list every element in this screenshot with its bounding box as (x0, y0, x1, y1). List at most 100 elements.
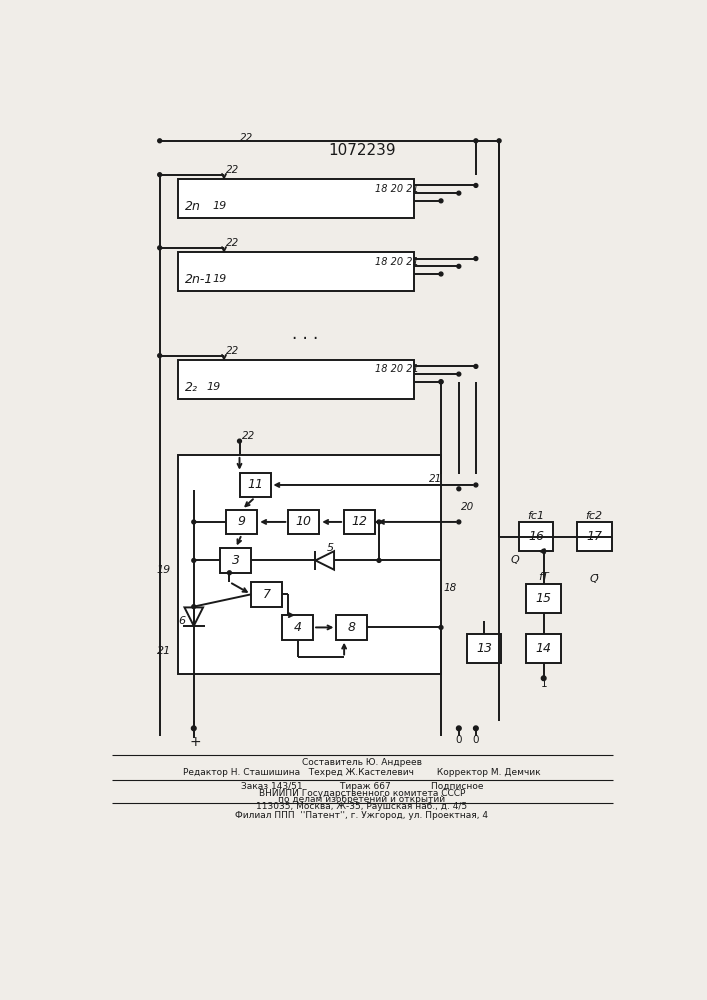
Bar (467, 634, 501, 663)
Circle shape (439, 199, 443, 203)
Bar (518, 522, 554, 551)
Text: 15: 15 (536, 592, 551, 605)
Circle shape (542, 549, 546, 553)
Text: Редактор Н. Сташишина   Техред Ж.Кастелевич        Корректор М. Демчик: Редактор Н. Сташишина Техред Ж.Кастелеви… (183, 768, 541, 777)
Text: 11: 11 (247, 478, 263, 491)
Text: Q: Q (510, 555, 519, 565)
Bar (577, 522, 612, 551)
Bar (220, 548, 251, 573)
Circle shape (457, 726, 461, 731)
Circle shape (158, 173, 162, 177)
Text: 0: 0 (472, 735, 479, 745)
Bar (226, 510, 257, 534)
Bar (344, 510, 375, 534)
Text: 16: 16 (528, 530, 544, 543)
Circle shape (439, 272, 443, 276)
Circle shape (158, 246, 162, 250)
Circle shape (439, 380, 443, 384)
Text: 0: 0 (455, 735, 462, 745)
Bar (251, 582, 282, 607)
Text: 4: 4 (293, 621, 302, 634)
Text: 13: 13 (476, 642, 492, 655)
Bar (288, 510, 320, 534)
Circle shape (192, 726, 196, 731)
Circle shape (474, 257, 478, 261)
Circle shape (377, 559, 381, 562)
Text: fT: fT (538, 572, 549, 582)
Circle shape (497, 139, 501, 143)
Text: 1072239: 1072239 (328, 143, 396, 158)
Text: 22: 22 (226, 346, 239, 356)
Text: 19: 19 (156, 565, 171, 575)
Bar (177, 179, 414, 218)
Bar (177, 455, 441, 674)
Circle shape (439, 380, 443, 384)
Text: 17: 17 (586, 530, 602, 543)
Circle shape (192, 520, 196, 524)
Bar (240, 473, 271, 497)
Bar (526, 634, 561, 663)
Circle shape (474, 726, 478, 731)
Text: Заказ 143/51             Тираж 667              Подписное: Заказ 143/51 Тираж 667 Подписное (240, 782, 483, 791)
Text: 22: 22 (226, 165, 239, 175)
Circle shape (474, 139, 478, 143)
Text: Составитель Ю. Андреев: Составитель Ю. Андреев (302, 758, 422, 767)
Text: fc2: fc2 (585, 511, 602, 521)
Circle shape (238, 439, 241, 443)
Text: по делам изобретений и открытий: по делам изобретений и открытий (279, 795, 445, 804)
Text: Q̄: Q̄ (590, 574, 598, 584)
Text: Филиал ППП  ''Патент'', г. Ужгород, ул. Проектная, 4: Филиал ППП ''Патент'', г. Ужгород, ул. П… (235, 811, 489, 820)
Text: 21: 21 (156, 646, 171, 656)
Text: 18 20 21: 18 20 21 (375, 364, 419, 374)
Circle shape (457, 487, 461, 491)
Circle shape (158, 139, 162, 143)
Circle shape (474, 184, 478, 187)
Text: 1: 1 (540, 679, 547, 689)
Bar (177, 360, 414, 399)
Bar (337, 615, 368, 640)
Text: 12: 12 (351, 515, 368, 528)
Text: 113035, Москва, Ж-35, Раушская наб., д. 4/5: 113035, Москва, Ж-35, Раушская наб., д. … (257, 802, 467, 811)
Text: 22: 22 (242, 431, 255, 441)
Circle shape (474, 483, 478, 487)
Polygon shape (185, 607, 203, 626)
Bar (282, 615, 313, 640)
Polygon shape (315, 551, 334, 570)
Text: ВНИИПИ Государственного комитета СССР: ВНИИПИ Государственного комитета СССР (259, 789, 465, 798)
Text: 2n: 2n (185, 200, 201, 213)
Text: 22: 22 (240, 133, 252, 143)
Circle shape (457, 191, 461, 195)
Text: 18 20 21: 18 20 21 (375, 257, 419, 267)
Text: 3: 3 (232, 554, 240, 567)
Text: +: + (189, 735, 201, 749)
Text: 2₂: 2₂ (185, 381, 198, 394)
Text: 7: 7 (262, 588, 271, 601)
Text: 19: 19 (207, 382, 221, 392)
Circle shape (542, 676, 546, 681)
Text: 20: 20 (461, 502, 474, 512)
Text: 9: 9 (238, 515, 246, 528)
Circle shape (158, 354, 162, 358)
Circle shape (377, 520, 381, 524)
Text: 6: 6 (178, 615, 185, 626)
Circle shape (457, 264, 461, 268)
Circle shape (457, 520, 461, 524)
Text: 22: 22 (226, 238, 239, 248)
Text: 18 20 21: 18 20 21 (375, 184, 419, 194)
Text: . . .: . . . (292, 325, 318, 343)
Circle shape (457, 372, 461, 376)
Text: 5: 5 (327, 543, 334, 553)
Circle shape (474, 364, 478, 368)
Circle shape (228, 571, 231, 575)
Circle shape (192, 605, 196, 609)
Text: 2n-1: 2n-1 (185, 273, 214, 286)
Text: 14: 14 (536, 642, 551, 655)
Text: fc1: fc1 (527, 511, 544, 521)
Text: 21: 21 (429, 474, 443, 484)
Text: 19: 19 (212, 201, 227, 211)
Bar (177, 252, 414, 291)
Circle shape (192, 559, 196, 562)
Text: 8: 8 (348, 621, 356, 634)
Text: 10: 10 (296, 515, 312, 528)
Circle shape (439, 626, 443, 629)
